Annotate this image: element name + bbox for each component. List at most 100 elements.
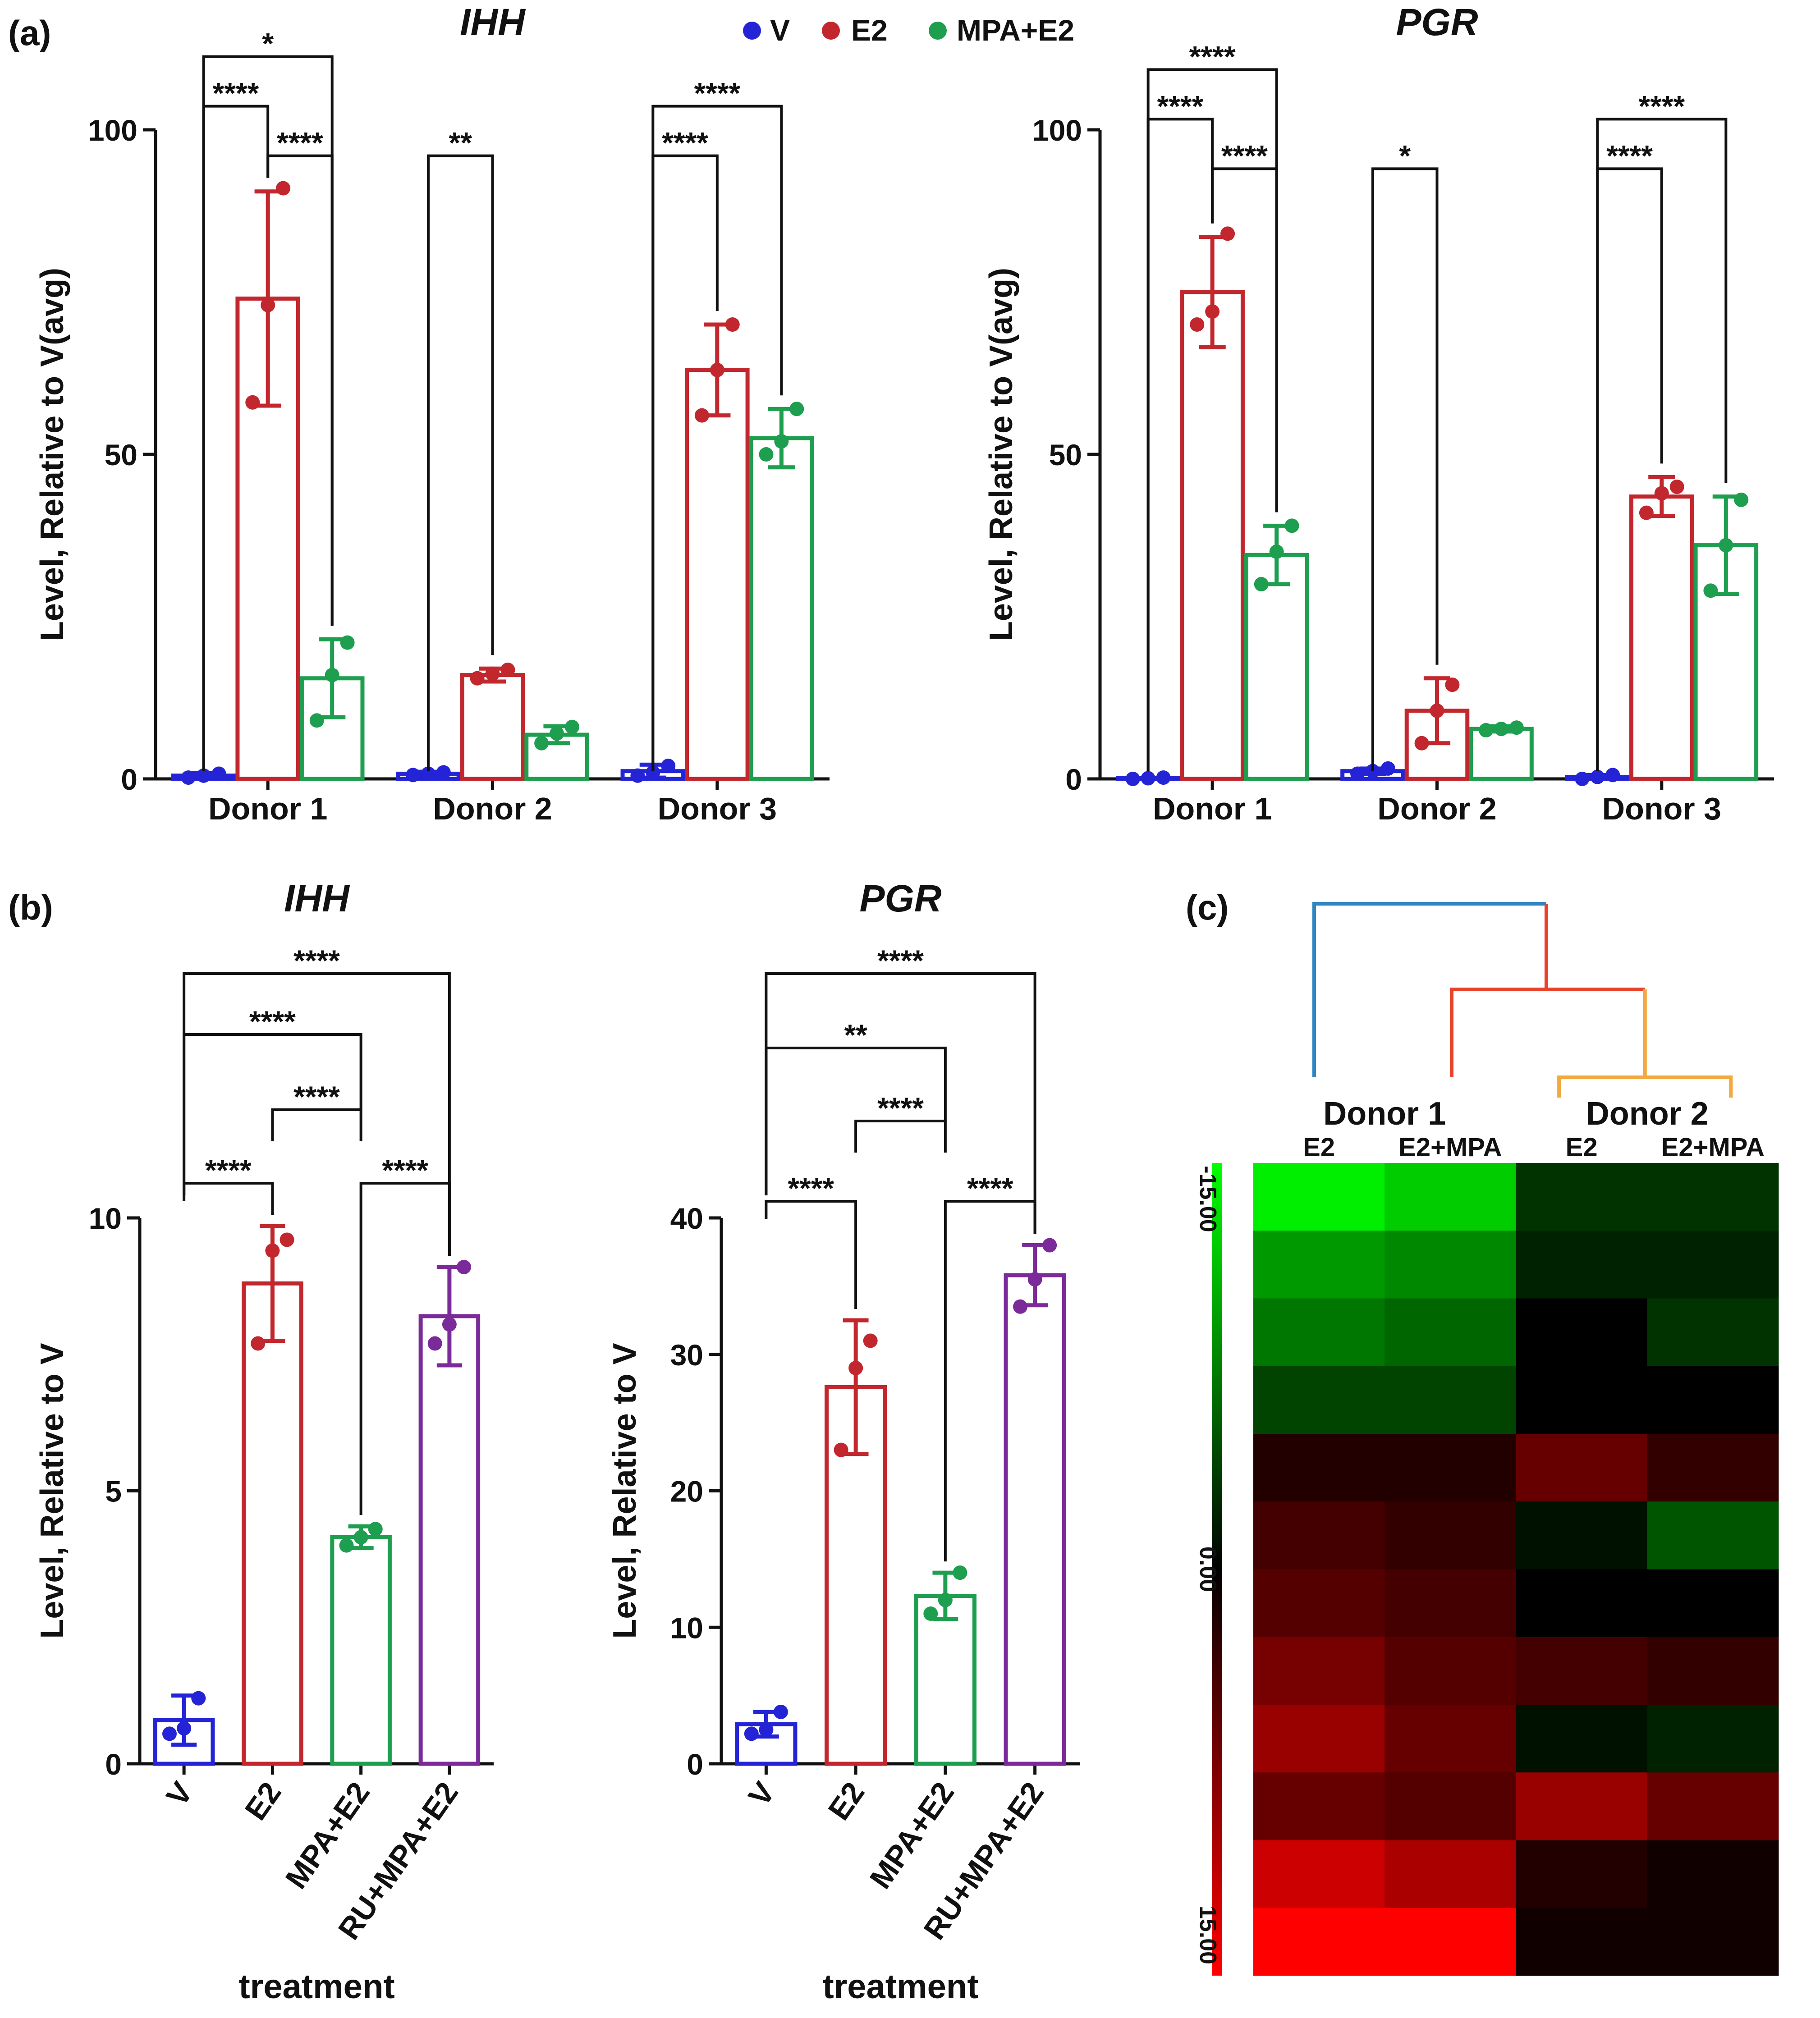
data-point: [759, 447, 774, 462]
x-tick-label: E2: [821, 1776, 871, 1826]
heatmap-cell: [1516, 1163, 1648, 1231]
chart-title: IHH: [284, 877, 350, 920]
significance-label: ****: [1606, 139, 1653, 172]
y-tick-label: 5: [105, 1475, 122, 1508]
significance-label: ****: [662, 126, 708, 160]
y-tick-label: 0: [1065, 763, 1082, 796]
y-tick-label: 40: [670, 1202, 703, 1235]
significance-label: ****: [293, 1080, 340, 1113]
data-point: [1654, 486, 1669, 501]
data-point: [280, 1232, 294, 1247]
heatmap-cell: [1253, 1569, 1385, 1638]
data-point: [309, 713, 324, 728]
x-tick-label: Donor 3: [658, 791, 777, 826]
heatmap-cell: [1384, 1772, 1516, 1840]
significance-label: ****: [1221, 139, 1268, 172]
data-point: [1590, 769, 1605, 784]
heatmap-cell: [1516, 1231, 1648, 1299]
significance-label: ****: [877, 944, 924, 977]
data-point: [1042, 1238, 1057, 1253]
heatmap-cell: [1253, 1231, 1385, 1299]
significance-bracket: [183, 1033, 362, 1195]
chart-ihh-donors: 0 50 100 Level, Relative to V(avg) IHH Donor …: [34, 1, 830, 826]
significance-label: *: [262, 27, 274, 60]
y-tick-label: 10: [670, 1611, 703, 1644]
significance-bracket: [765, 1047, 947, 1195]
y-axis-label: Level, Relative to V: [607, 1343, 643, 1638]
data-point: [1479, 723, 1494, 737]
x-axis-label: treatment: [238, 1968, 394, 2006]
data-point: [1575, 772, 1590, 786]
heatmap-cell: [1384, 1231, 1516, 1299]
data-point: [725, 317, 740, 332]
y-tick-label: 0: [105, 1748, 122, 1781]
bar: [460, 673, 525, 781]
data-point: [1141, 771, 1155, 786]
heatmap-cell: [1647, 1637, 1779, 1705]
significance-label: ****: [293, 944, 340, 977]
data-point: [340, 635, 355, 650]
significance-bracket: [183, 1182, 274, 1215]
significance-bracket: [426, 154, 494, 771]
data-point: [436, 765, 451, 780]
data-point: [1284, 518, 1299, 533]
data-point: [938, 1592, 953, 1607]
significance-label: ****: [277, 126, 323, 160]
data-point: [276, 181, 291, 196]
significance-label: *: [1399, 139, 1411, 172]
heatmap-column-label: E2: [1303, 1133, 1335, 1162]
significance-label: ****: [213, 77, 259, 110]
data-point: [1205, 304, 1220, 319]
data-point: [834, 1442, 848, 1457]
x-tick-label: V: [160, 1776, 199, 1812]
heatmap-cell: [1384, 1908, 1516, 1976]
significance-label: ****: [1189, 40, 1236, 73]
significance-label: **: [844, 1018, 867, 1052]
bar: [749, 436, 814, 781]
data-point: [1190, 317, 1205, 332]
data-point: [1254, 577, 1269, 591]
data-point: [181, 770, 196, 785]
significance-label: ****: [1157, 89, 1204, 123]
heatmap-cell: [1647, 1298, 1779, 1367]
y-tick-label: 50: [105, 438, 138, 471]
heatmap-cell: [1647, 1366, 1779, 1434]
y-axis-label: Level, Relative to V: [34, 1343, 70, 1638]
data-point: [1220, 226, 1235, 241]
heatmap-cell: [1253, 1366, 1385, 1434]
data-point: [923, 1606, 938, 1621]
heatmap-cell: [1384, 1637, 1516, 1705]
bar: [1004, 1273, 1066, 1766]
data-point: [1350, 766, 1365, 781]
heatmap-cell: [1384, 1705, 1516, 1773]
data-point: [162, 1726, 177, 1741]
data-point: [1703, 583, 1718, 598]
significance-label: ****: [382, 1153, 428, 1187]
heatmap-cell: [1647, 1908, 1779, 1976]
heatmap-cell: [1516, 1434, 1648, 1502]
chart-pgr-donors: 0 50 100 Level, Relative to V(avg) PGR Donor …: [983, 1, 1774, 826]
heatmap-cell: [1253, 1908, 1385, 1976]
legend-label-v: V: [770, 14, 790, 47]
bar: [1629, 494, 1694, 781]
y-tick-label: 0: [121, 763, 138, 796]
significance-label: ****: [249, 1005, 296, 1038]
data-point: [265, 1243, 280, 1258]
data-point: [245, 395, 260, 410]
bar: [685, 368, 750, 781]
significance-label: ****: [877, 1091, 924, 1125]
heatmap-scale-label: 0.00: [1195, 1547, 1221, 1592]
y-tick-label: 100: [1032, 114, 1082, 147]
data-point: [368, 1522, 383, 1537]
significance-label: ****: [788, 1171, 834, 1205]
heatmap-cell: [1384, 1840, 1516, 1908]
data-point: [353, 1530, 368, 1545]
x-tick-label: Donor 1: [1153, 791, 1272, 826]
heatmap-scale-label: -15.00: [1195, 1166, 1221, 1232]
heatmap-group-label: Donor 1: [1323, 1096, 1446, 1132]
heatmap-cell: [1384, 1434, 1516, 1502]
significance-bracket: [183, 972, 451, 1256]
legend: V E2 MPA+E2: [743, 14, 1074, 47]
heatmap-cell: [1516, 1569, 1648, 1638]
data-point: [442, 1317, 457, 1332]
